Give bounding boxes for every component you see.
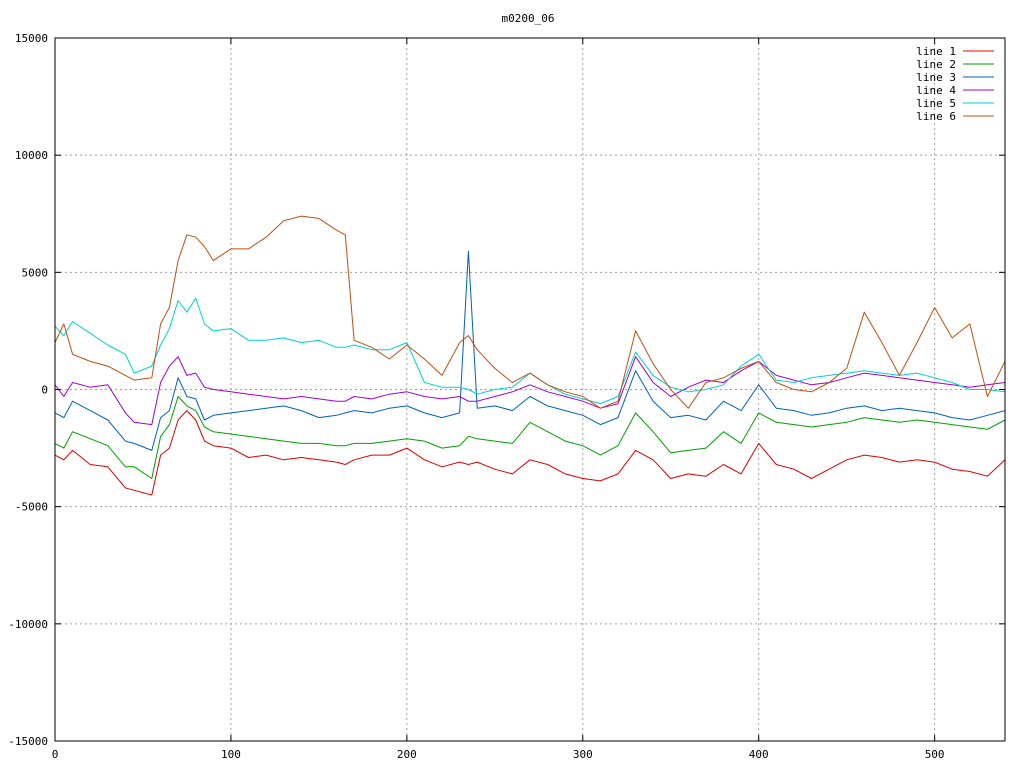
series-lines (54, 215, 1006, 496)
y-tick-label: -15000 (8, 735, 48, 748)
chart-title: m0200_06 (502, 12, 555, 25)
series-line-6 (54, 215, 1006, 409)
x-tick-label: 100 (221, 748, 241, 761)
y-tick-label: 5000 (22, 266, 49, 279)
legend-label: line 3 (916, 71, 956, 84)
y-tick-label: -10000 (8, 618, 48, 631)
x-tick-label: 200 (397, 748, 417, 761)
legend-label: line 1 (916, 45, 956, 58)
series-line-2 (54, 396, 1006, 479)
y-tick-label: 10000 (15, 149, 48, 162)
grid-lines (55, 38, 1005, 741)
series-line-4 (54, 356, 1006, 426)
legend-label: line 4 (916, 84, 956, 97)
legend-label: line 6 (916, 110, 956, 123)
x-tick-label: 400 (749, 748, 769, 761)
axis-ticks: 0 100 200 300 400 500 -15000 -10000 -5000 0 5000 10… (8, 32, 1005, 761)
series-line-1 (54, 410, 1006, 496)
legend-label: line 2 (916, 58, 956, 71)
y-tick-label: 0 (41, 384, 48, 397)
x-tick-label: 0 (52, 748, 59, 761)
x-tick-label: 500 (925, 748, 945, 761)
y-tick-label: 15000 (15, 32, 48, 45)
series-line-3 (54, 250, 1006, 451)
legend-label: line 5 (916, 97, 956, 110)
series-line-5 (54, 297, 1006, 405)
x-tick-label: 300 (573, 748, 593, 761)
y-tick-label: -5000 (15, 501, 48, 514)
